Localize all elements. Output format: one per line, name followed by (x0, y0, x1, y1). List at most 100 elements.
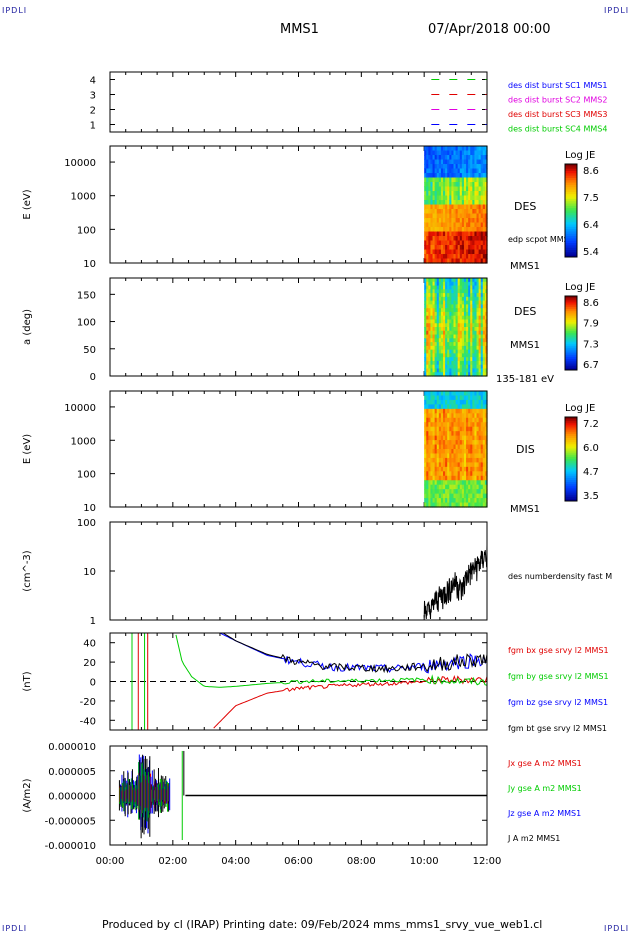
heatmap-cell (480, 254, 484, 260)
heatmap-cell (482, 457, 486, 463)
heatmap-cell (480, 293, 484, 298)
heatmap-cell (451, 399, 455, 405)
heatmap-cell (466, 227, 469, 233)
heatmap-cell (482, 296, 486, 302)
heatmap-cell (443, 372, 446, 377)
heatmap-cell (468, 364, 471, 370)
heatmap-cell (476, 466, 480, 472)
heatmap-cell (480, 146, 484, 152)
heatmap-cell (438, 308, 442, 313)
heatmap-cell (484, 480, 488, 486)
heatmap-cell (436, 395, 440, 401)
heatmap-cell (455, 323, 459, 328)
heatmap-cell (424, 327, 427, 332)
heatmap-cell (447, 453, 450, 459)
heatmap-cell (472, 231, 476, 237)
heatmap-cell (470, 349, 473, 354)
heatmap-cell (440, 222, 444, 228)
heatmap-cell (451, 422, 455, 428)
heatmap-cell (459, 236, 463, 242)
heatmap-cell (436, 502, 440, 508)
heatmap-cell (478, 249, 482, 255)
heatmap-cell (424, 308, 427, 313)
heatmap-cell (463, 334, 467, 339)
heatmap-cell (445, 453, 448, 459)
heatmap-cell (455, 334, 459, 339)
heatmap-cell (474, 182, 478, 188)
heatmap-cell (484, 308, 488, 313)
heatmap-cell (463, 327, 467, 332)
heatmap-cell (428, 146, 432, 152)
heatmap-cell (457, 475, 461, 481)
heatmap-cell (449, 364, 452, 370)
heatmap-cell (434, 254, 438, 260)
heatmap-cell (472, 453, 476, 459)
heatmap-cell (484, 334, 488, 339)
heatmap-cell (436, 182, 440, 188)
heatmap-cell (461, 168, 465, 174)
heatmap-cell (476, 304, 480, 309)
heatmap-cell (461, 462, 465, 468)
heatmap-cell (457, 159, 461, 165)
colorbar-swatch (565, 342, 577, 345)
heatmap-cell (424, 440, 427, 446)
heatmap-cell (424, 395, 427, 401)
heatmap-cell (459, 417, 463, 423)
heatmap-cell (428, 245, 432, 251)
heatmap-cell (484, 475, 488, 481)
legend-entry: Jy gse A m2 MMS1 (507, 784, 582, 793)
heatmap-cell (424, 289, 427, 294)
heatmap-cell (455, 204, 459, 210)
heatmap-cell (434, 168, 438, 174)
heatmap-cell (470, 395, 473, 401)
heatmap-cell (461, 417, 465, 423)
heatmap-cell (480, 311, 484, 317)
colorbar-swatch (565, 198, 577, 202)
heatmap-cell (424, 345, 427, 351)
heatmap-cell (434, 408, 438, 414)
heatmap-cell (432, 368, 436, 373)
heatmap-cell (451, 417, 455, 423)
heatmap-cell (445, 338, 448, 343)
heatmap-cell (449, 191, 452, 197)
heatmap-cell (468, 186, 471, 192)
heatmap-cell (430, 360, 434, 366)
heatmap-cell (484, 300, 488, 305)
heatmap-cell (443, 150, 446, 156)
colorbar-swatch (565, 444, 577, 447)
heatmap-cell (453, 399, 457, 405)
heatmap-cell (461, 204, 465, 210)
heatmap-cell (449, 304, 452, 309)
heatmap-cell (443, 334, 446, 339)
heatmap-cell (447, 391, 450, 397)
heatmap-cell (455, 315, 459, 321)
heatmap-cell (430, 471, 434, 477)
heatmap-cell (461, 357, 465, 362)
y-tick-label: 100 (77, 470, 96, 481)
heatmap-cell (470, 444, 473, 450)
heatmap-cell (432, 417, 436, 423)
heatmap-cell (466, 240, 469, 246)
heatmap-cell (424, 258, 427, 264)
heatmap-cell (482, 360, 486, 366)
heatmap-cell (438, 249, 442, 255)
heatmap-cell (453, 493, 457, 499)
heatmap-cell (449, 209, 452, 215)
heatmap-cell (440, 278, 444, 283)
heatmap-cell (484, 304, 488, 309)
heatmap-cell (440, 186, 444, 192)
heatmap-cell (474, 444, 478, 450)
heatmap-cell (461, 308, 465, 313)
heatmap-cell (449, 213, 452, 219)
heatmap-cell (459, 480, 463, 486)
heatmap-cell (426, 431, 429, 437)
heatmap-cell (451, 186, 455, 192)
heatmap-cell (438, 323, 442, 328)
heatmap-cell (449, 417, 452, 423)
page-date: 07/Apr/2018 00:00 (428, 22, 551, 37)
y-tick-label: -20 (80, 697, 96, 708)
heatmap-cell (453, 231, 457, 237)
heatmap-cell (438, 422, 442, 428)
heatmap-cell (466, 502, 469, 508)
heatmap-cell (474, 399, 478, 405)
